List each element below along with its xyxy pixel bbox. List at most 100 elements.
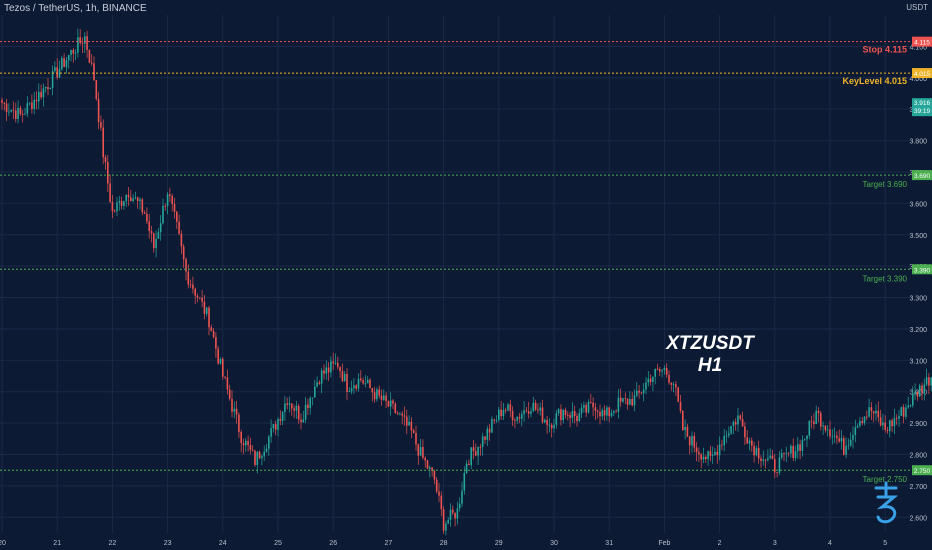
candle-body xyxy=(406,416,408,426)
candle-body xyxy=(491,419,493,433)
candle-body xyxy=(350,388,353,392)
candle-body xyxy=(840,438,843,442)
candle-body xyxy=(638,390,640,393)
candle-body xyxy=(270,428,272,437)
candle-body xyxy=(649,378,652,382)
candle-body xyxy=(141,199,144,213)
candle-body xyxy=(150,231,153,234)
candle-body xyxy=(263,451,265,457)
level-price-tag xyxy=(912,465,932,476)
candle-body xyxy=(399,413,401,415)
candle-body xyxy=(86,36,88,50)
candle-body xyxy=(113,211,116,212)
level-price-tag-text: 4.115 xyxy=(914,40,930,47)
candle-body xyxy=(826,429,829,431)
candle-body xyxy=(440,495,443,510)
candle-body xyxy=(79,37,81,44)
candle-body xyxy=(824,425,827,431)
candle-body xyxy=(900,407,903,416)
candle-body xyxy=(19,107,22,115)
candle-body xyxy=(233,408,236,412)
candle-body xyxy=(42,88,45,98)
candle-body xyxy=(672,384,675,386)
candle-body xyxy=(633,395,636,406)
candle-body xyxy=(739,415,742,420)
candle-body xyxy=(293,408,295,411)
candle-body xyxy=(373,392,376,400)
candle-body xyxy=(148,221,150,232)
candle-body xyxy=(753,445,755,456)
candle-body xyxy=(15,110,17,119)
x-tick-label: 21 xyxy=(53,540,61,547)
candle-body xyxy=(215,337,217,349)
candle-body xyxy=(54,67,56,71)
candle-body xyxy=(72,49,75,54)
candle-body xyxy=(530,411,532,414)
candle-body xyxy=(334,362,337,364)
y-tick-label: 2.800 xyxy=(909,453,927,460)
x-tick-label: 23 xyxy=(164,540,172,547)
candle-body xyxy=(592,402,594,408)
candle-body xyxy=(38,91,40,102)
candle-body xyxy=(488,428,491,433)
candle-body xyxy=(675,384,677,388)
candle-body xyxy=(916,391,919,397)
candle-body xyxy=(698,452,700,455)
candle-body xyxy=(573,411,576,416)
candle-body xyxy=(527,411,530,414)
candle-body xyxy=(51,70,54,88)
candle-body xyxy=(63,58,65,67)
candle-body xyxy=(371,388,374,393)
candle-body xyxy=(774,459,776,473)
candle-body xyxy=(882,422,884,426)
candle-body xyxy=(677,387,679,402)
level-label: Stop 4.115 xyxy=(862,45,907,55)
countdown-text: 39:19 xyxy=(914,108,931,115)
x-tick-label: 31 xyxy=(605,540,613,547)
candle-body xyxy=(534,402,537,410)
candle-body xyxy=(408,421,410,426)
candle-body xyxy=(665,368,668,375)
candle-body xyxy=(392,400,394,404)
candle-body xyxy=(523,410,525,415)
candle-body xyxy=(790,445,792,454)
candle-body xyxy=(353,385,355,389)
candle-body xyxy=(265,448,268,452)
candle-body xyxy=(111,202,114,212)
candle-body xyxy=(422,447,424,458)
candle-body xyxy=(21,114,24,115)
candle-body xyxy=(797,444,799,452)
candle-body xyxy=(3,103,6,104)
candle-body xyxy=(364,383,367,385)
candle-body xyxy=(769,455,771,459)
y-tick-label: 3.800 xyxy=(909,139,927,146)
symbol-overlay: XTZUSDT H1 xyxy=(640,333,780,377)
candle-body xyxy=(403,415,406,417)
candle-body xyxy=(702,456,705,460)
candle-body xyxy=(309,397,311,409)
candle-body xyxy=(682,410,684,431)
candle-body xyxy=(502,409,505,417)
candle-body xyxy=(732,422,735,426)
candle-body xyxy=(544,419,546,423)
overlay-symbol: XTZUSDT xyxy=(666,333,754,354)
candle-body xyxy=(332,361,334,364)
candle-body xyxy=(44,86,47,89)
candle-body xyxy=(118,200,121,203)
candle-body xyxy=(723,435,725,446)
candle-body xyxy=(728,433,730,436)
candle-body xyxy=(346,373,348,392)
level-label: Target 3.390 xyxy=(863,274,908,283)
candle-body xyxy=(304,404,307,420)
level-price-tag-text: 4.015 xyxy=(914,71,931,78)
candle-body xyxy=(923,384,926,393)
candle-body xyxy=(479,446,482,448)
candle-body xyxy=(109,183,111,203)
candle-body xyxy=(5,103,8,113)
candle-body xyxy=(539,407,541,411)
candle-body xyxy=(801,439,804,451)
candle-body xyxy=(12,110,15,111)
candle-body xyxy=(458,503,461,509)
